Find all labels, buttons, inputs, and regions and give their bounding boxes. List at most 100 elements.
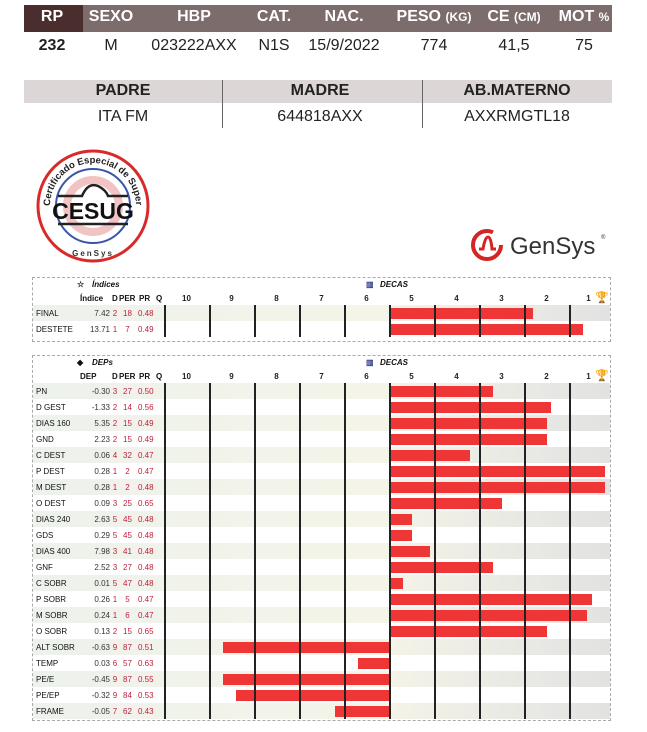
deps-bar [389,561,493,573]
deps-row: TEMP 0.03 6 57 0.63 [33,655,610,671]
col-peso: PESO (KG) [397,8,472,26]
row-label: GNF [36,563,53,572]
row-d: 1 [112,467,118,476]
row-pr: 0.48 [138,515,154,524]
row-pr: 0.51 [138,643,154,652]
deps-title-icon: ◆ [77,358,84,367]
row-per: 15 [123,435,132,444]
col-madre: MADRE [290,82,350,99]
row-label: DIAS 400 [36,547,71,556]
trophy-icon: 🏆 [595,292,609,304]
row-label: P SOBR [36,595,67,604]
row-value: -0.05 [91,707,110,716]
row-pr: 0.47 [138,451,154,460]
decas-tick: 9 [229,372,234,381]
row-per: 87 [123,643,132,652]
row-label: PE/E [36,675,55,684]
col-mot-label: MOT [558,8,595,25]
decas-tick: 5 [409,294,414,303]
deps-row: GDS 0.29 5 45 0.48 [33,527,610,543]
row-per: 7 [125,325,130,334]
row-per: 32 [123,451,132,460]
deps-bar [389,401,551,413]
decas-tick: 10 [182,372,191,381]
row-value: 0.29 [94,531,110,540]
grid-line [299,305,301,337]
row-pr: 0.50 [138,387,154,396]
deps-col-header: DEP [80,372,97,381]
col-mot: MOT % [559,8,610,26]
deps-col-header: PER [119,372,136,381]
row-d: 5 [112,531,118,540]
deps-col-header: Q [156,372,163,381]
deps-bar [222,641,389,653]
row-label: TEMP [36,659,59,668]
row-label: O DEST [36,499,66,508]
row-d: 7 [112,707,118,716]
gensys-logo: GenSys ® [471,229,606,261]
row-per: 15 [123,419,132,428]
grid-line [209,305,211,337]
row-value: 7.98 [94,547,110,556]
col-hbp: HBP [177,8,211,25]
row-pr: 0.48 [138,531,154,540]
decas-tick: 5 [409,372,414,381]
row-value: -0.63 [91,643,110,652]
row-pr: 0.48 [138,309,154,318]
row-pr: 0.48 [138,563,154,572]
row-per: 84 [123,691,132,700]
deps-row: DIAS 240 2.63 5 45 0.48 [33,511,610,527]
col-ce-unit: (CM) [514,10,541,24]
indices-row: DESTETE 13.71 1 7 0.49 [33,321,610,337]
row-per: 57 [123,659,132,668]
decas-title: DECAS [380,280,409,289]
deps-panel [32,355,611,721]
trophy-icon: 🏆 [595,370,609,382]
row-label: C SOBR [36,579,67,588]
row-d: 3 [112,499,118,508]
row-value: -0.32 [91,691,110,700]
decas-tick: 9 [229,294,234,303]
seal-ring-text: Certificado Especial de Superioridad Gen… [36,144,144,206]
deps-bar [389,417,547,429]
decas-tick: 1 [586,372,591,381]
indices-panel [32,277,611,342]
decas-tick: 6 [364,372,369,381]
grid-line [299,383,301,719]
animal-header-bar [24,5,612,32]
row-value: 0.26 [94,595,110,604]
row-pr: 0.47 [138,611,154,620]
deps-title: DEPs [92,358,113,367]
col-peso-label: PESO [396,8,442,25]
cat-value: N1S [258,37,290,54]
grid-line [344,383,346,719]
decas-tick: 6 [364,294,369,303]
deps-bar [389,545,430,557]
row-per: 18 [123,309,132,318]
indices-col-header: Índice [80,294,104,303]
grid-line [434,383,436,719]
row-value: 0.13 [94,627,110,636]
col-peso-unit: (KG) [445,10,472,24]
grid-line [479,383,481,719]
row-pr: 0.49 [138,435,154,444]
row-label: M SOBR [36,611,68,620]
row-value: 0.28 [94,467,110,476]
deps-bar [389,513,412,525]
row-per: 87 [123,675,132,684]
row-per: 62 [123,707,132,716]
indices-col-header: D [112,294,118,303]
decas-tick: 8 [274,294,279,303]
deps-col-header: PR [139,372,151,381]
deps-bar [389,625,547,637]
row-d: 5 [112,579,118,588]
decas-tick: 3 [499,372,504,381]
row-d: 9 [112,643,118,652]
row-per: 41 [123,547,132,556]
registered-mark: ® [601,234,606,241]
decas-tick: 7 [319,372,324,381]
grid-line [254,383,256,719]
row-pr: 0.63 [138,659,154,668]
row-value: 13.71 [89,325,110,334]
deps-bar [389,529,412,541]
